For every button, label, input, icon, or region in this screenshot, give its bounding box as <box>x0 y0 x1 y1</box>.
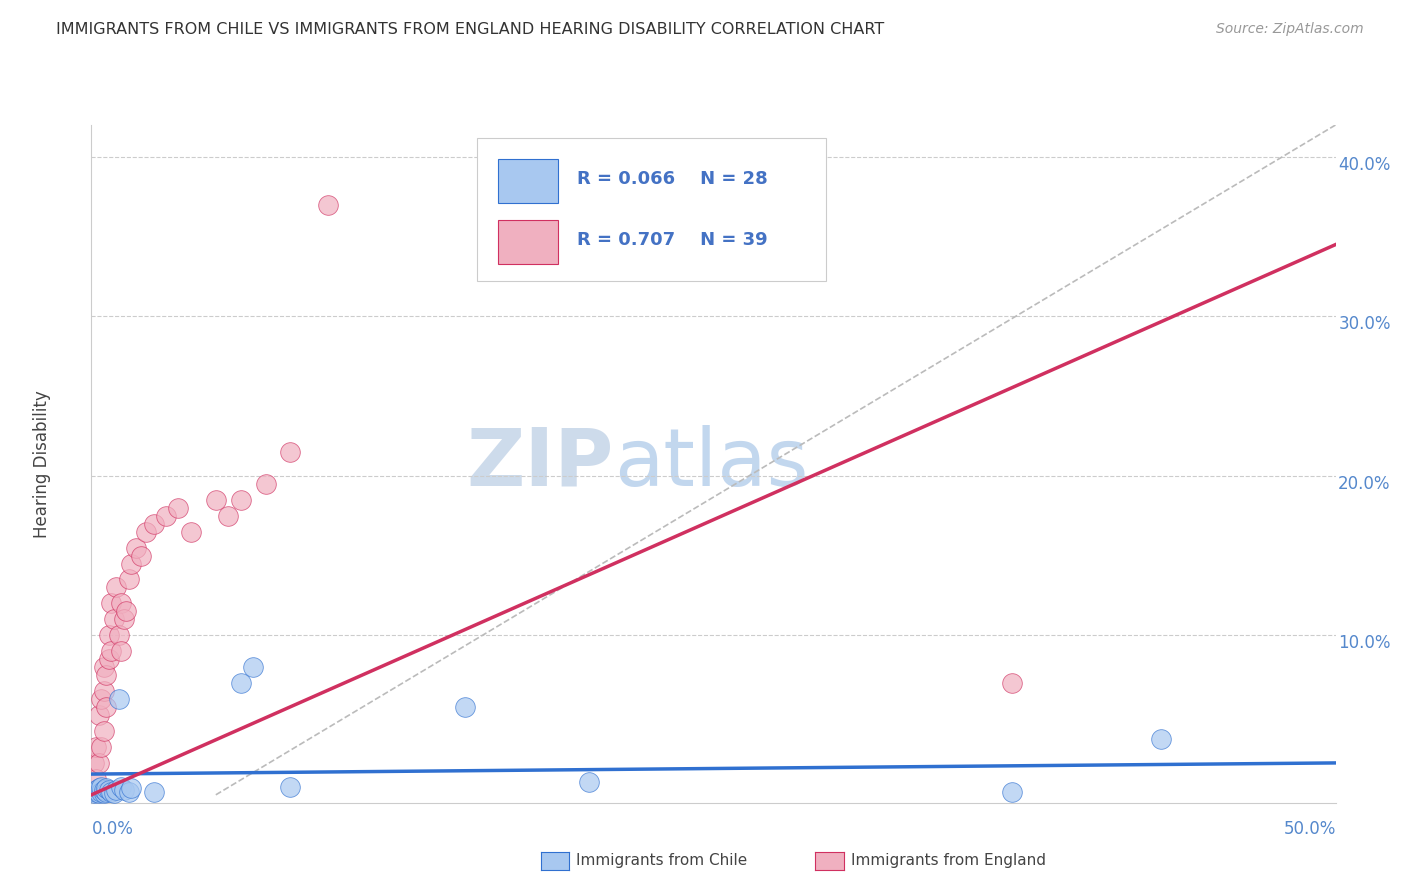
Point <box>93 660 115 674</box>
Point <box>118 784 141 798</box>
Point <box>105 783 128 797</box>
Point <box>83 786 105 800</box>
Point <box>1001 676 1024 690</box>
Point <box>110 780 132 794</box>
Point <box>90 739 112 754</box>
Point <box>453 700 475 714</box>
Point <box>96 668 118 682</box>
Point <box>280 445 302 459</box>
Point <box>217 508 239 523</box>
Point <box>90 780 112 794</box>
Point <box>90 784 112 798</box>
Point <box>83 756 105 770</box>
Text: 0.0%: 0.0% <box>91 820 134 838</box>
Text: atlas: atlas <box>614 425 808 503</box>
Point <box>100 596 122 610</box>
Point <box>115 604 138 618</box>
Point <box>110 644 132 658</box>
Point <box>97 652 120 666</box>
Text: R = 0.707    N = 39: R = 0.707 N = 39 <box>576 231 768 249</box>
Point <box>155 508 177 523</box>
Point <box>97 783 120 797</box>
Text: 40.0%: 40.0% <box>1339 156 1391 174</box>
Point <box>205 492 228 507</box>
Point <box>107 692 129 706</box>
Point <box>90 692 112 706</box>
Point <box>86 784 108 798</box>
Point <box>135 524 157 539</box>
Text: ZIP: ZIP <box>467 425 614 503</box>
Text: 30.0%: 30.0% <box>1339 315 1391 334</box>
Point <box>129 549 152 563</box>
Point <box>254 476 277 491</box>
Point <box>229 492 252 507</box>
Point <box>107 628 129 642</box>
Point <box>1001 784 1024 798</box>
Point <box>229 676 252 690</box>
Point <box>100 644 122 658</box>
Point <box>125 541 148 555</box>
Point <box>93 724 115 739</box>
FancyBboxPatch shape <box>477 138 825 281</box>
Point <box>86 739 108 754</box>
Point <box>316 197 339 211</box>
Text: R = 0.066    N = 28: R = 0.066 N = 28 <box>576 170 768 188</box>
Point <box>86 783 108 797</box>
Point <box>120 781 142 796</box>
FancyBboxPatch shape <box>498 159 558 202</box>
Point <box>110 596 132 610</box>
Point <box>87 708 110 723</box>
Point <box>93 783 115 797</box>
Point <box>97 628 120 642</box>
Text: 50.0%: 50.0% <box>1284 820 1336 838</box>
Point <box>120 557 142 571</box>
Point <box>103 786 125 800</box>
Text: Immigrants from Chile: Immigrants from Chile <box>576 854 748 868</box>
Point <box>180 524 202 539</box>
Text: 10.0%: 10.0% <box>1339 634 1391 652</box>
Point <box>118 573 141 587</box>
Point <box>93 684 115 698</box>
Point <box>142 516 165 531</box>
Point <box>87 781 110 796</box>
Point <box>578 775 600 789</box>
Point <box>112 783 135 797</box>
Point <box>103 612 125 626</box>
Point <box>100 784 122 798</box>
Point <box>96 700 118 714</box>
Text: Source: ZipAtlas.com: Source: ZipAtlas.com <box>1216 22 1364 37</box>
Point <box>105 581 128 595</box>
FancyBboxPatch shape <box>498 219 558 264</box>
Point <box>167 500 190 515</box>
Point <box>142 784 165 798</box>
Point <box>1150 731 1173 746</box>
Point <box>96 784 118 798</box>
Point <box>87 756 110 770</box>
Text: 20.0%: 20.0% <box>1339 475 1391 492</box>
Text: Hearing Disability: Hearing Disability <box>32 390 51 538</box>
Point <box>112 612 135 626</box>
Text: IMMIGRANTS FROM CHILE VS IMMIGRANTS FROM ENGLAND HEARING DISABILITY CORRELATION : IMMIGRANTS FROM CHILE VS IMMIGRANTS FROM… <box>56 22 884 37</box>
Point <box>93 786 115 800</box>
Point <box>86 772 108 786</box>
Point <box>242 660 264 674</box>
Point <box>87 786 110 800</box>
Point <box>96 781 118 796</box>
Text: Immigrants from England: Immigrants from England <box>851 854 1046 868</box>
Point <box>280 780 302 794</box>
